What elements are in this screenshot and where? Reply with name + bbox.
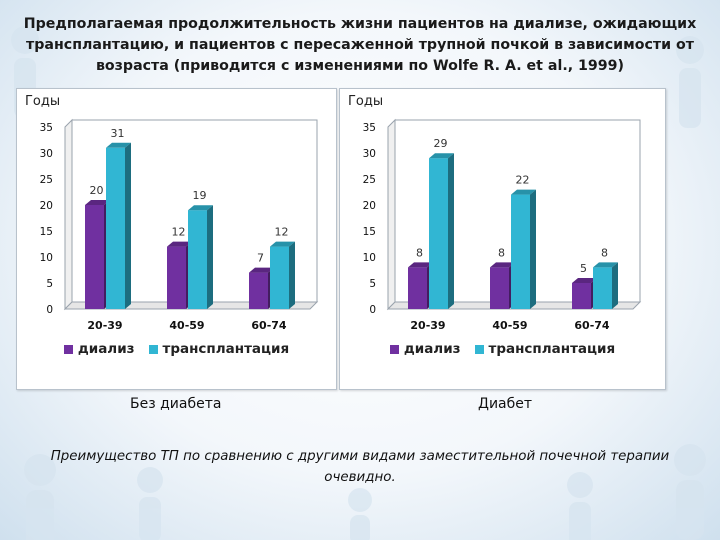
data-label-dialysis-60-74: 7 [257,252,264,265]
bar-side-transplant-20-39 [448,153,454,309]
conclusion-note: Преимущество ТП по сравнению с другими в… [50,449,670,485]
y-tick-label: 10 [40,252,53,264]
chart-panel-no-diabetes: Годы 0 5 10 15 20 25 30 35 20 31 20-39 12 19 40-59 7 12 6… [16,88,337,390]
legend-item-dialysis: диализ [389,341,461,357]
legend-label-transplant: трансплантация [488,341,616,357]
y-axis-label: Годы [348,94,383,109]
x-tick-label: 40-59 [492,319,527,332]
y-tick-label: 20 [363,200,376,212]
bar-transplant-60-74 [593,267,612,309]
data-label-transplant-20-39: 29 [434,137,448,150]
bar-top-transplant-60-74 [593,262,618,268]
bar-top-dialysis-40-59 [490,262,515,268]
bar-top-dialysis-60-74 [249,267,274,273]
y-tick-label: 25 [40,174,53,186]
bar-top-dialysis-20-39 [85,200,110,205]
y-tick-label: 0 [46,304,53,316]
data-label-transplant-40-59: 22 [516,174,530,187]
plot-side-wall [64,118,73,311]
x-tick-label: 20-39 [410,319,445,332]
legend-swatch-dialysis [389,344,399,354]
bar-dialysis-60-74 [572,283,591,309]
bar-top-transplant-40-59 [511,189,536,195]
bar-side-transplant-40-59 [530,189,536,309]
x-tick-label: 20-39 [87,319,122,332]
legend: диализ трансплантация [17,341,336,357]
y-tick-label: 0 [369,304,376,316]
bar-dialysis-40-59 [167,246,186,309]
data-label-transplant-60-74: 8 [601,246,608,259]
bar-dialysis-60-74 [249,272,268,309]
data-label-transplant-40-59: 19 [193,189,207,202]
x-tick-label: 40-59 [169,319,204,332]
x-tick-label: 60-74 [574,319,610,332]
bar-transplant-40-59 [188,210,207,309]
bar-top-transplant-40-59 [188,205,213,211]
bar-transplant-40-59 [511,194,530,309]
legend-item-dialysis: диализ [63,341,135,357]
legend-item-transplant: трансплантация [148,341,290,357]
y-tick-label: 5 [46,278,53,290]
data-label-dialysis-20-39: 8 [416,246,423,259]
data-label-dialysis-40-59: 12 [172,226,186,239]
bar-top-transplant-60-74 [270,241,295,247]
plot-side-wall [387,118,396,311]
y-tick-label: 15 [40,226,53,238]
data-label-dialysis-60-74: 5 [580,262,587,275]
data-label-dialysis-40-59: 8 [498,246,505,259]
bar-transplant-20-39 [429,158,448,309]
y-tick-label: 20 [40,200,53,212]
legend-item-transplant: трансплантация [474,341,616,357]
bar-dialysis-20-39 [408,267,427,309]
bar-top-dialysis-40-59 [167,241,192,247]
y-tick-label: 10 [363,252,376,264]
y-tick-label: 35 [363,122,376,134]
bar-transplant-20-39 [106,147,125,309]
bar-dialysis-40-59 [490,267,509,309]
bar-top-transplant-20-39 [429,153,454,159]
y-tick-label: 35 [40,122,53,134]
data-label-transplant-20-39: 31 [111,127,125,140]
data-label-transplant-60-74: 12 [275,226,289,239]
data-label-dialysis-20-39: 20 [90,184,104,197]
bar-side-transplant-20-39 [125,142,131,309]
bar-side-transplant-60-74 [612,262,618,309]
legend: диализ трансплантация [340,341,665,357]
bar-side-transplant-40-59 [207,205,213,309]
bar-chart-diabetes: Годы 0 5 10 15 20 25 30 35 8 29 20-39 8 22 40-59 5 8 60-7… [348,94,642,332]
chart-panel-diabetes: Годы 0 5 10 15 20 25 30 35 8 29 20-39 8 22 40-59 5 8 60-7… [339,88,666,390]
y-tick-label: 30 [363,148,376,160]
legend-swatch-dialysis [63,344,73,354]
y-tick-label: 25 [363,174,376,186]
slide-title: Предполагаемая продолжительность жизни п… [23,16,697,74]
legend-label-dialysis: диализ [77,341,135,357]
bar-dialysis-20-39 [85,205,104,309]
x-tick-label: 60-74 [251,319,287,332]
legend-label-dialysis: диализ [403,341,461,357]
bar-side-transplant-60-74 [289,241,295,309]
legend-label-transplant: трансплантация [162,341,290,357]
bar-top-dialysis-20-39 [408,262,433,268]
y-axis-label: Годы [25,94,60,109]
caption-diabetes: Диабет [478,396,533,412]
bar-top-transplant-20-39 [106,142,131,148]
legend-swatch-transplant [474,344,484,354]
legend-swatch-transplant [148,344,158,354]
caption-no-diabetes: Без диабета [130,396,222,412]
y-tick-label: 15 [363,226,376,238]
bar-transplant-60-74 [270,246,289,309]
bar-chart-no-diabetes: Годы 0 5 10 15 20 25 30 35 20 31 20-39 12 19 40-59 7 12 6… [25,94,319,332]
y-tick-label: 5 [369,278,376,290]
bar-top-dialysis-60-74 [572,278,597,283]
y-tick-label: 30 [40,148,53,160]
